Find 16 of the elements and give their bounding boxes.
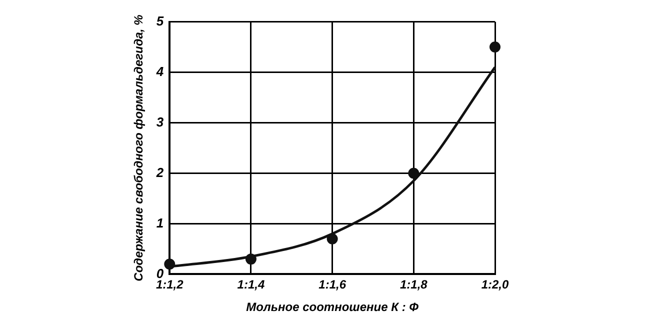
point [245,254,256,265]
y-tick-label: 1 [156,215,164,230]
x-tick-label: 1:1,6 [318,278,346,292]
y-tick-label: 3 [156,114,164,130]
y-tick-label: 2 [155,164,164,180]
x-tick-label: 1:1,4 [237,278,265,292]
point [326,233,338,244]
x-tick-label: 1:2,0 [481,278,509,292]
point [490,42,500,53]
x-axis-title: Мольное соотношение К : Ф [246,300,420,314]
x-tick-label: 1:1,8 [400,278,428,292]
y-tick-label: 4 [155,64,164,79]
y-tick-label: 5 [156,13,164,28]
y-axis-title: Содержание свободного формальдегида, % [132,14,146,282]
point [408,168,420,179]
point [164,258,176,270]
